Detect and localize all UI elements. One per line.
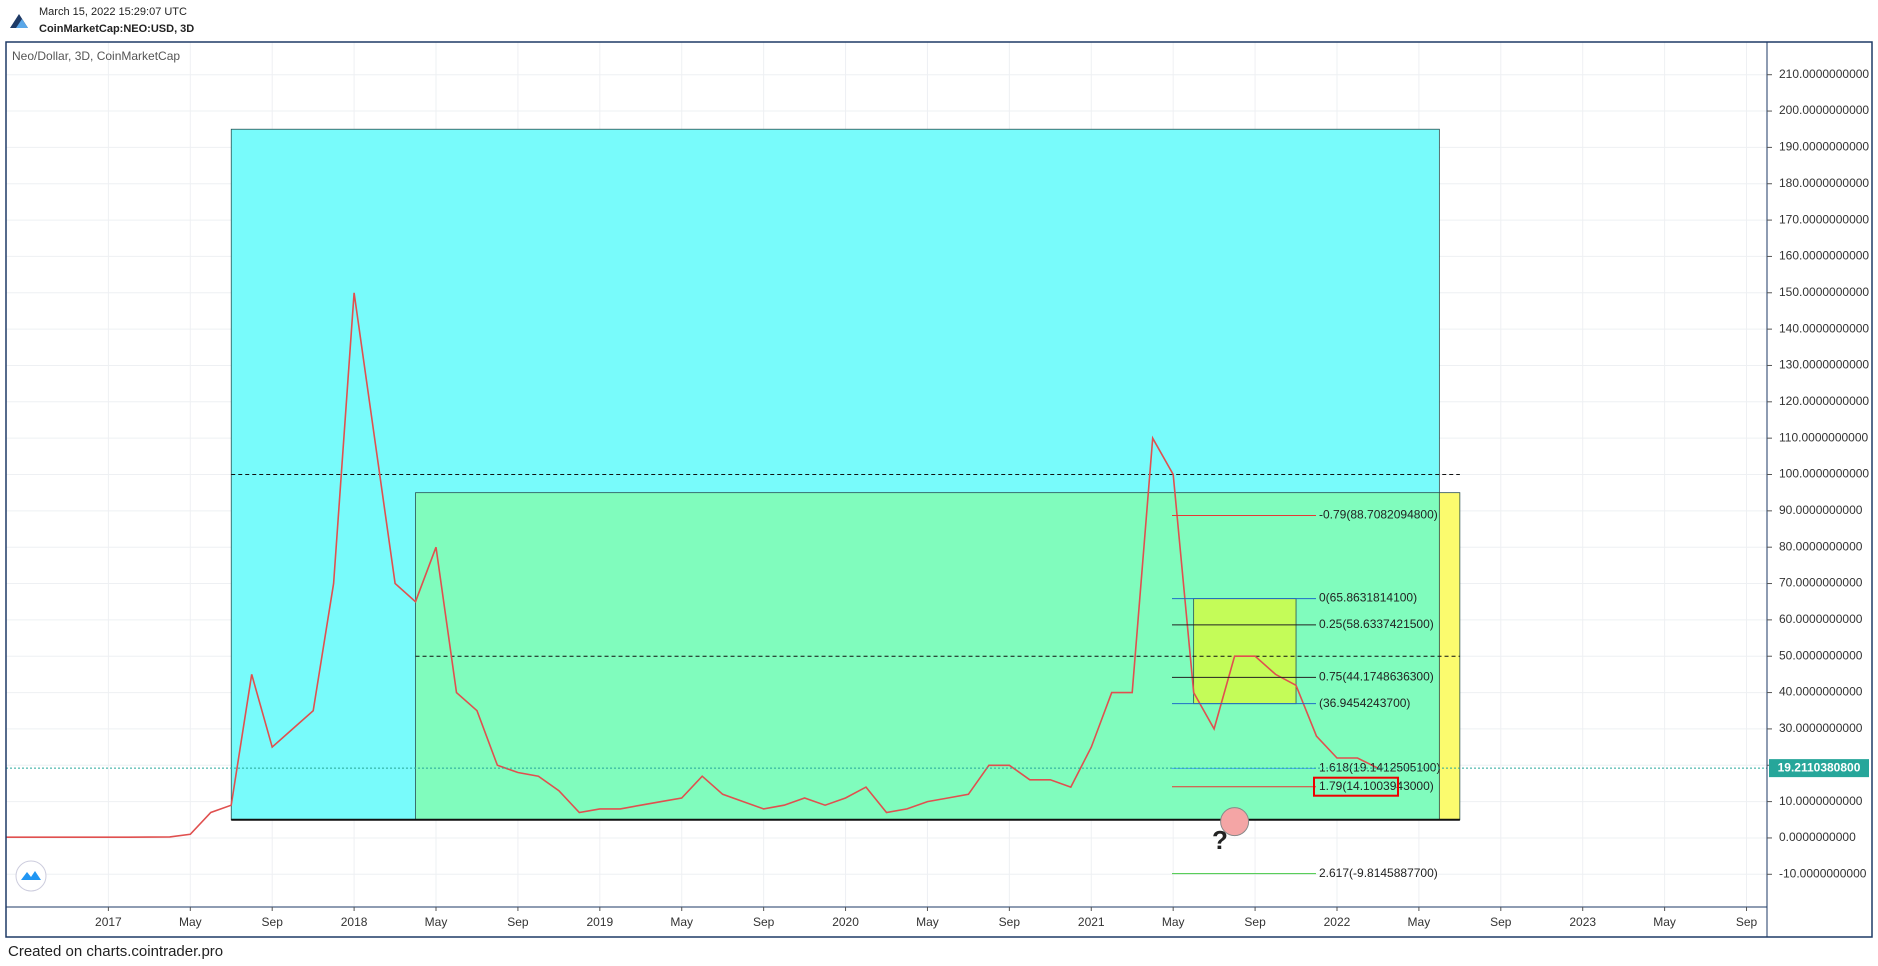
footer: Created on charts.cointrader.pro xyxy=(8,943,223,960)
x-tick-label: 2022 xyxy=(1324,915,1351,929)
x-tick-label: Sep xyxy=(262,915,284,929)
logo xyxy=(10,14,28,28)
highlight-box xyxy=(1313,776,1399,797)
symbol: CoinMarketCap:NEO:USD, 3D xyxy=(39,23,194,35)
zone-box xyxy=(1438,492,1461,821)
x-tick-label: 2017 xyxy=(95,915,122,929)
fib-label: 0.25(58.6337421500) xyxy=(1319,617,1434,631)
y-tick-label: 130.0000000000 xyxy=(1779,358,1869,372)
last-price-tag xyxy=(1769,759,1869,778)
x-tick-label: May xyxy=(916,915,939,929)
fib-label: 1.79(14.1003943000) xyxy=(1319,779,1434,793)
x-tick-label: Sep xyxy=(1490,915,1512,929)
x-tick-label: 2018 xyxy=(341,915,368,929)
y-tick-label: 10.0000000000 xyxy=(1779,794,1863,808)
x-tick-label: Sep xyxy=(1244,915,1266,929)
timestamp: March 15, 2022 15:29:07 UTC xyxy=(39,6,187,18)
y-tick-label: 200.0000000000 xyxy=(1779,103,1869,117)
target-circle xyxy=(1220,807,1250,837)
y-tick-label: 60.0000000000 xyxy=(1779,612,1863,626)
x-tick-label: 2020 xyxy=(832,915,859,929)
last-price-label: 19.2110380800 xyxy=(1778,760,1861,774)
y-tick-label: 80.0000000000 xyxy=(1779,539,1863,553)
y-tick-label: 0.0000000000 xyxy=(1779,830,1856,844)
chart-title: Neo/Dollar, 3D, CoinMarketCap xyxy=(12,49,180,63)
fib-label: 2.617(-9.8145887700) xyxy=(1319,866,1438,880)
x-tick-label: May xyxy=(425,915,448,929)
y-tick-label: 30.0000000000 xyxy=(1779,721,1863,735)
y-tick-label: 90.0000000000 xyxy=(1779,503,1863,517)
zone-box xyxy=(1193,598,1297,705)
tv-badge-icon xyxy=(21,871,41,880)
fib-label: 0(65.8631814100) xyxy=(1319,591,1417,605)
y-tick-label: 100.0000000000 xyxy=(1779,467,1869,481)
y-tick-label: 180.0000000000 xyxy=(1779,176,1869,190)
y-tick-label: 190.0000000000 xyxy=(1779,140,1869,154)
x-tick-label: May xyxy=(670,915,693,929)
y-tick-label: 160.0000000000 xyxy=(1779,249,1869,263)
tv-badge xyxy=(15,860,47,892)
fib-label: 1.618(19.1412505100) xyxy=(1319,761,1440,775)
x-tick-label: May xyxy=(1162,915,1185,929)
y-tick-label: 150.0000000000 xyxy=(1779,285,1869,299)
x-tick-label: Sep xyxy=(507,915,529,929)
x-tick-label: May xyxy=(179,915,202,929)
fib-label: 0.75(44.1748636300) xyxy=(1319,670,1434,684)
x-tick-label: 2023 xyxy=(1569,915,1596,929)
y-tick-label: 50.0000000000 xyxy=(1779,648,1863,662)
y-tick-label: 120.0000000000 xyxy=(1779,394,1869,408)
x-tick-label: Sep xyxy=(999,915,1021,929)
x-tick-label: 2019 xyxy=(586,915,613,929)
y-tick-label: -10.0000000000 xyxy=(1779,866,1867,880)
fib-label: -0.79(88.7082094800) xyxy=(1319,508,1438,522)
x-tick-label: Sep xyxy=(753,915,775,929)
y-tick-label: 210.0000000000 xyxy=(1779,67,1869,81)
chart-frame xyxy=(5,41,1873,938)
y-tick-label: 170.0000000000 xyxy=(1779,212,1869,226)
x-tick-label: 2021 xyxy=(1078,915,1105,929)
fib-label: (36.9454243700) xyxy=(1319,696,1410,710)
y-tick-label: 140.0000000000 xyxy=(1779,321,1869,335)
y-tick-label: 110.0000000000 xyxy=(1779,430,1869,444)
x-tick-label: May xyxy=(1408,915,1431,929)
y-tick-label: 40.0000000000 xyxy=(1779,685,1863,699)
x-tick-label: Sep xyxy=(1736,915,1758,929)
annotation: ? xyxy=(1212,825,1228,855)
price-line xyxy=(6,292,1379,838)
x-tick-label: May xyxy=(1653,915,1676,929)
y-tick-label: 70.0000000000 xyxy=(1779,576,1863,590)
